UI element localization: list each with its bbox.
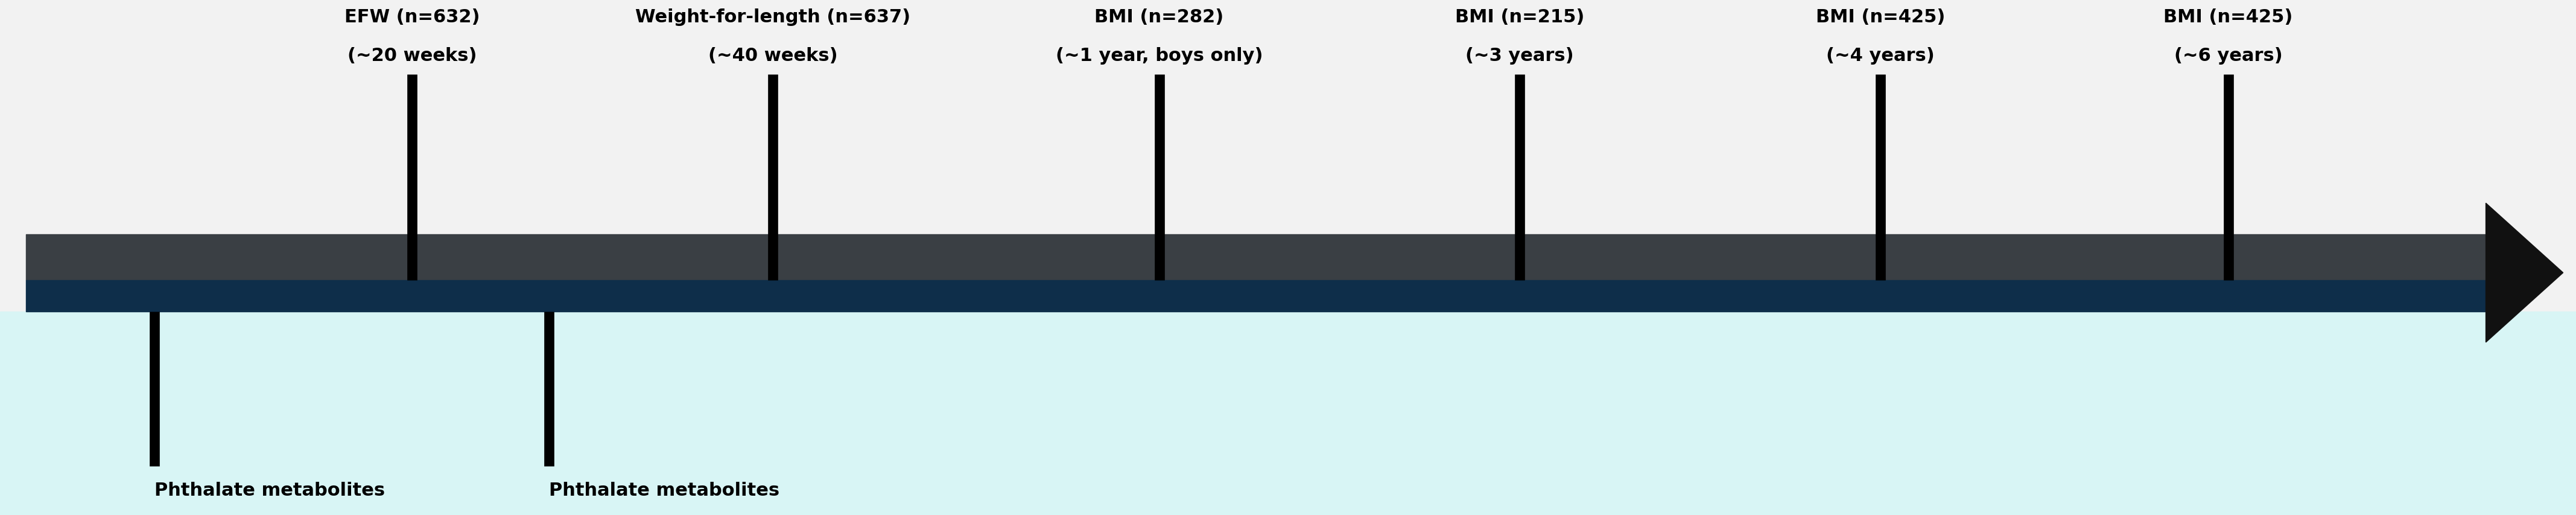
Text: BMI (n=282): BMI (n=282) bbox=[1095, 8, 1224, 26]
Text: (~40 weeks): (~40 weeks) bbox=[708, 47, 837, 64]
Text: (~3 years): (~3 years) bbox=[1466, 47, 1574, 64]
Text: BMI (n=425): BMI (n=425) bbox=[2164, 8, 2293, 26]
Polygon shape bbox=[2486, 203, 2563, 342]
Text: (~20 weeks): (~20 weeks) bbox=[348, 47, 477, 64]
Text: (~6 years): (~6 years) bbox=[2174, 47, 2282, 64]
Text: (~4 years): (~4 years) bbox=[1826, 47, 1935, 64]
Text: Weight-for-length (n=637): Weight-for-length (n=637) bbox=[636, 8, 909, 26]
Text: BMI (n=425): BMI (n=425) bbox=[1816, 8, 1945, 26]
Bar bbox=[0, 0, 2576, 234]
Text: Phthalate metabolites: Phthalate metabolites bbox=[155, 482, 384, 499]
Bar bbox=[0, 0, 2576, 312]
Bar bbox=[26, 234, 2486, 281]
Text: Phthalate metabolites: Phthalate metabolites bbox=[549, 482, 778, 499]
Text: EFW (n=632): EFW (n=632) bbox=[345, 8, 479, 26]
Bar bbox=[0, 312, 2576, 515]
Text: (~1 year, boys only): (~1 year, boys only) bbox=[1056, 47, 1262, 64]
Text: BMI (n=215): BMI (n=215) bbox=[1455, 8, 1584, 26]
Bar bbox=[26, 281, 2486, 312]
